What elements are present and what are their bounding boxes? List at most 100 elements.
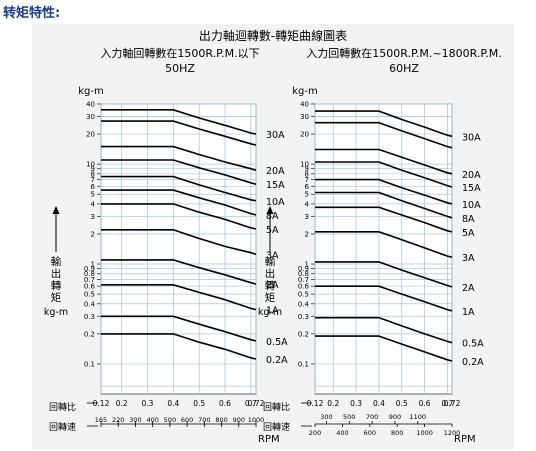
curve-label: 15A bbox=[462, 183, 481, 194]
curve-label: 0.2A bbox=[462, 357, 484, 368]
plot-area bbox=[314, 103, 453, 395]
speed-tick-label: 800 bbox=[215, 416, 227, 424]
y-tick-label: 0.3 bbox=[298, 313, 309, 321]
curve-label: 0.5A bbox=[266, 337, 288, 348]
torque-curve bbox=[315, 110, 453, 138]
curve-label: 2A bbox=[462, 283, 475, 294]
y-tick-label: 40 bbox=[86, 101, 95, 109]
ratio-tick-label: 0.6 bbox=[219, 399, 231, 408]
y-tick-label: 4 bbox=[305, 200, 310, 208]
speed-tick-label: 700 bbox=[198, 416, 210, 424]
y-tick-label: 0.9 bbox=[298, 265, 309, 273]
y-axis-label-unit: kg-m bbox=[44, 307, 68, 318]
speed-tick-label-lower: 200 bbox=[309, 429, 321, 437]
speed-axis-label: 回轉速 bbox=[263, 421, 290, 433]
torque-curve bbox=[101, 120, 257, 146]
y-tick-label: 30 bbox=[300, 113, 309, 121]
torque-curve bbox=[315, 261, 453, 288]
curve-label: 15A bbox=[266, 180, 285, 191]
y-tick-label: 10 bbox=[86, 161, 95, 169]
y-tick-label: 0.4 bbox=[298, 300, 310, 308]
ratio-tick-label: 0.6 bbox=[419, 399, 431, 408]
chart-50hz: 入力軸回轉數在1500R.P.M.以下50HZkg-m4030201098765… bbox=[44, 46, 288, 445]
y-tick-label: 9 bbox=[91, 165, 95, 173]
y-tick-label: 30 bbox=[86, 113, 95, 121]
torque-curve bbox=[315, 316, 453, 344]
y-axis-label-char: 輸 bbox=[51, 255, 62, 268]
ratio-tick-label: 0.12 bbox=[93, 399, 110, 408]
rpm-label: RPM bbox=[258, 434, 280, 445]
y-tick-label: 0.4 bbox=[84, 300, 96, 308]
torque-curve bbox=[315, 335, 453, 362]
curve-label: 3A bbox=[266, 250, 279, 261]
page-title: 转矩特性: bbox=[3, 6, 61, 21]
chart-title: 入力軸回轉數在1500R.P.M.以下 bbox=[100, 46, 259, 60]
ratio-axis-label: 回轉比 bbox=[263, 401, 290, 413]
torque-curve bbox=[101, 175, 257, 202]
ratio-tick-label: 0.5 bbox=[193, 399, 205, 408]
torque-curve bbox=[315, 231, 453, 258]
y-axis-label-char: 矩 bbox=[265, 291, 276, 304]
curve-label: 8A bbox=[462, 214, 475, 225]
speed-tick-label-upper: 900 bbox=[389, 413, 401, 421]
torque-curve bbox=[101, 315, 257, 342]
curve-label: 8A bbox=[266, 211, 279, 222]
speed-tick-label: 600 bbox=[181, 416, 193, 424]
speed-tick-label-upper: 500 bbox=[343, 413, 355, 421]
curve-label: 20A bbox=[266, 166, 285, 177]
chart-subtitle: 60HZ bbox=[389, 62, 419, 75]
torque-curve bbox=[101, 189, 257, 216]
curve-label: 3A bbox=[462, 253, 475, 264]
torque-curve bbox=[315, 148, 453, 175]
chart-subtitle: 50HZ bbox=[165, 62, 195, 75]
ratio-tick-label: 0.72 bbox=[248, 399, 265, 408]
y-axis-label-unit: kg-m bbox=[258, 307, 282, 318]
ratio-tick-label: 0.7 bbox=[245, 399, 257, 408]
speed-tick-label-lower: 800 bbox=[391, 429, 403, 437]
chart-title: 入力回轉數在1500R.P.M.~1800R.P.M. bbox=[306, 47, 502, 60]
speed-tick-label: 900 bbox=[233, 416, 245, 424]
ratio-tick-label: 0.2 bbox=[116, 399, 128, 408]
torque-curve bbox=[315, 285, 453, 312]
y-tick-label: 9 bbox=[305, 165, 309, 173]
y-tick-label: 0.6 bbox=[84, 283, 96, 291]
y-tick-label: 7 bbox=[305, 176, 309, 184]
y-tick-label: 5 bbox=[305, 191, 309, 199]
speed-tick-label: 220 bbox=[112, 416, 124, 424]
torque-curve bbox=[101, 283, 257, 311]
curve-label: 5A bbox=[462, 228, 475, 239]
speed-tick-label: 300 bbox=[129, 416, 141, 424]
y-tick-label: 5 bbox=[91, 191, 95, 199]
y-tick-label: 0.8 bbox=[84, 270, 95, 278]
torque-curve bbox=[101, 333, 257, 360]
y-tick-label: 8 bbox=[305, 170, 309, 178]
y-tick-label: 0.7 bbox=[84, 276, 95, 284]
torque-curve bbox=[101, 259, 257, 285]
y-unit-top: kg-m bbox=[78, 86, 104, 97]
y-tick-label: 0.2 bbox=[84, 330, 95, 338]
curve-label: 30A bbox=[462, 132, 481, 143]
y-tick-label: 0.2 bbox=[298, 330, 309, 338]
y-tick-label: 3 bbox=[305, 213, 309, 221]
curve-label: 1A bbox=[462, 307, 475, 318]
y-axis-label-char: 出 bbox=[51, 267, 62, 280]
torque-curve bbox=[315, 178, 453, 205]
y-axis-label-char: 出 bbox=[265, 267, 276, 280]
torque-curve bbox=[101, 203, 257, 230]
ratio-tick-label: 0.3 bbox=[142, 399, 154, 408]
y-axis-label-char: 轉 bbox=[265, 279, 276, 292]
y-tick-label: 7 bbox=[91, 176, 95, 184]
y-tick-label: 0.9 bbox=[84, 265, 95, 273]
speed-tick-label-lower: 400 bbox=[336, 429, 348, 437]
y-tick-label: 0.5 bbox=[84, 291, 95, 299]
ratio-tick-label: 0.72 bbox=[444, 399, 461, 408]
speed-tick-label-upper: 700 bbox=[366, 413, 378, 421]
curve-label: 5A bbox=[266, 225, 279, 236]
y-tick-label: 6 bbox=[91, 183, 96, 191]
torque-curve bbox=[315, 191, 453, 219]
ratio-tick-label: 0.4 bbox=[373, 399, 385, 408]
y-tick-label: 4 bbox=[91, 200, 96, 208]
torque-curve bbox=[315, 161, 453, 188]
speed-axis-label: 回轉速 bbox=[49, 421, 76, 433]
chart-60hz: 入力回轉數在1500R.P.M.~1800R.P.M. 60HZ kg-m 40 30 2… bbox=[258, 47, 502, 445]
